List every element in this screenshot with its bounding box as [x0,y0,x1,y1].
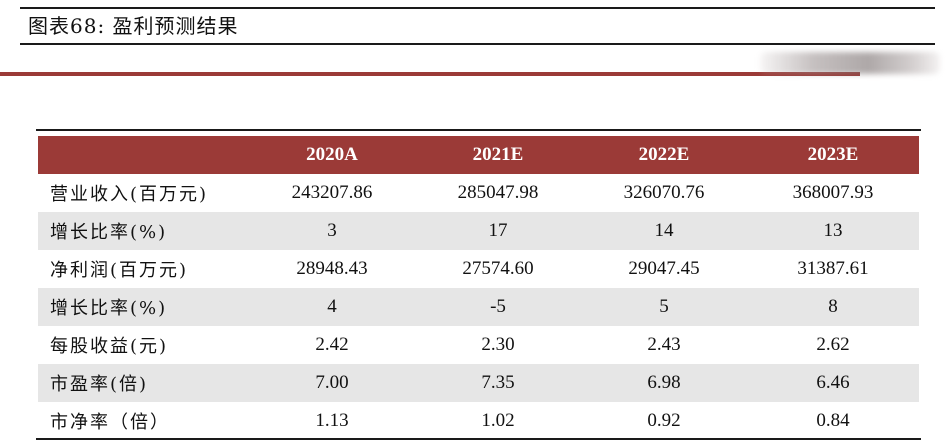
table-cell: 14 [581,212,747,250]
table-cell: 6.46 [747,364,919,402]
table-cell: 2.62 [816,334,850,355]
header-cell-2023e: 2023E [747,136,919,174]
table-top-rule [36,129,921,131]
table-cell: 29047.45 [628,258,700,279]
header-cell-2022e: 2022E [581,136,747,174]
row-label: 增长比率(%) [38,288,249,326]
table-cell: 7.00 [249,364,415,402]
table-cell: 27574.60 [462,258,534,279]
table-cell: 7.35 [415,364,581,402]
header-row: 2020A 2021E 2022E 2023E [38,136,919,174]
table-cell: 17 [415,212,581,250]
table-cell: 2.43 [647,334,681,355]
table-row: 市净率（倍） 1.13 1.02 0.92 0.84 [38,402,919,440]
table-cell: 5 [581,288,747,326]
table-cell: 368007.93 [792,182,874,203]
table-row: 营业收入(百万元) 243207.86 285047.98 326070.76 … [38,174,919,212]
table-cell: 13 [747,212,919,250]
table-cell: -5 [415,288,581,326]
title-rule [20,43,935,45]
row-label: 市净率（倍） [50,412,170,433]
accent-rule [0,72,860,76]
top-rule [20,7,935,9]
table-cell: 3 [249,212,415,250]
table-cell: 285047.98 [457,182,539,203]
table-cell: 31387.61 [797,258,869,279]
table-cell: 2.30 [481,334,515,355]
earnings-forecast-table: 2020A 2021E 2022E 2023E 营业收入(百万元) 243207… [38,136,919,440]
table-cell: 2.42 [315,334,349,355]
table-cell: 6.98 [581,364,747,402]
table-row: 每股收益(元) 2.42 2.30 2.43 2.62 [38,326,919,364]
row-label: 每股收益(元) [50,336,169,357]
table-cell: 4 [249,288,415,326]
table-row: 增长比率(%) 4 -5 5 8 [38,288,919,326]
table-cell: 1.02 [481,410,515,431]
row-label: 营业收入(百万元) [50,184,209,205]
table-bottom-rule [36,438,921,440]
table-cell: 1.13 [315,410,349,431]
table-row: 增长比率(%) 3 17 14 13 [38,212,919,250]
row-label: 净利润(百万元) [50,260,189,281]
table-cell: 326070.76 [623,182,705,203]
row-label: 市盈率(倍) [38,364,249,402]
header-cell-2021e: 2021E [415,136,581,174]
table-cell: 8 [747,288,919,326]
table-cell: 0.92 [647,410,681,431]
table-cell: 28948.43 [296,258,368,279]
table-cell: 243207.86 [291,182,373,203]
table-cell: 0.84 [816,410,850,431]
blurred-watermark [760,52,940,74]
row-label: 增长比率(%) [38,212,249,250]
header-cell-empty [38,136,249,174]
header-cell-2020a: 2020A [249,136,415,174]
figure-title: 图表68: 盈利预测结果 [28,14,239,38]
table-row: 市盈率(倍) 7.00 7.35 6.98 6.46 [38,364,919,402]
table-row: 净利润(百万元) 28948.43 27574.60 29047.45 3138… [38,250,919,288]
